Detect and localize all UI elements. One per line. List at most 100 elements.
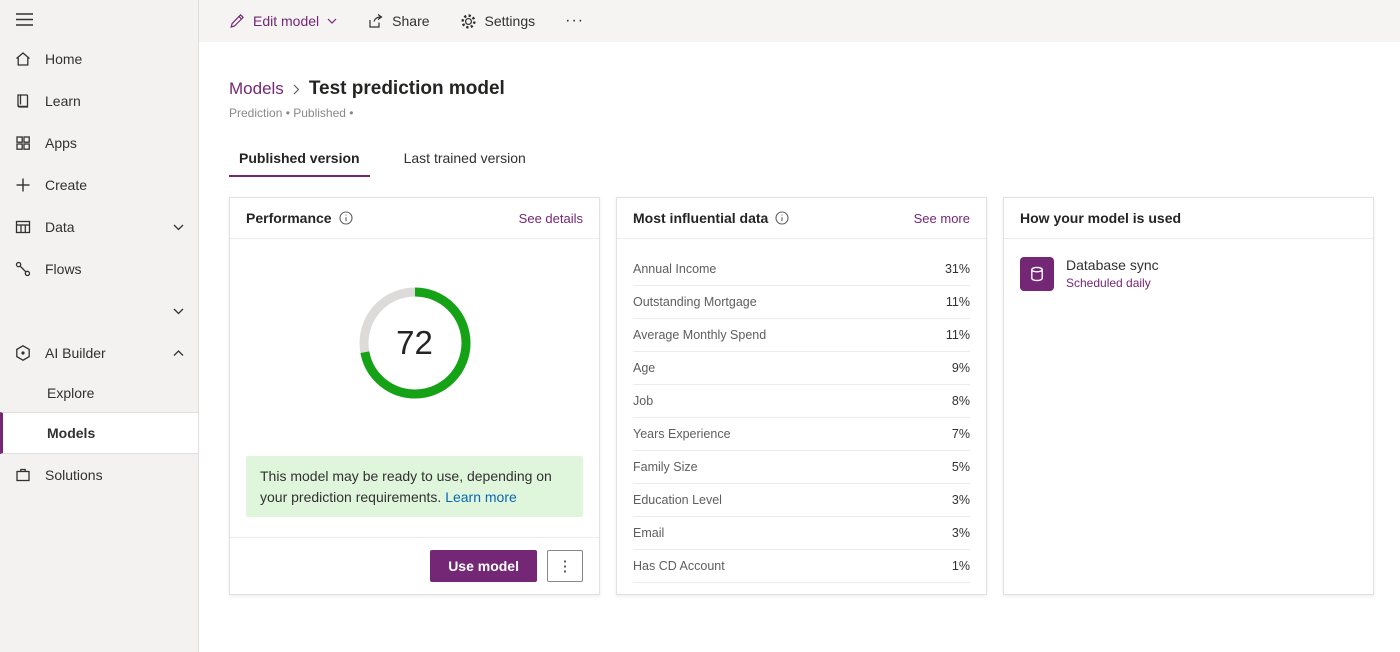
row-value: 3% xyxy=(951,493,970,507)
tab-published-version[interactable]: Published version xyxy=(229,142,370,177)
gear-icon xyxy=(460,13,477,30)
row-name: Annual Income xyxy=(633,262,717,276)
row-name: Average Monthly Spend xyxy=(633,328,767,342)
list-item[interactable]: Database sync Scheduled daily xyxy=(1020,257,1357,291)
sidebar-item-flows[interactable]: Flows xyxy=(0,248,198,290)
row-name: Years Experience xyxy=(633,427,731,441)
settings-button[interactable]: Settings xyxy=(460,13,536,30)
row-name: Education Level xyxy=(633,493,722,507)
sidebar-item-label: Solutions xyxy=(45,467,103,483)
solutions-icon xyxy=(14,466,32,484)
chevron-down-icon xyxy=(173,308,184,315)
performance-card-header: Performance See details xyxy=(230,198,599,239)
banner-text: This model may be ready to use, dependin… xyxy=(260,468,552,505)
more-options-button[interactable]: ⋮ xyxy=(547,550,583,582)
use-model-button[interactable]: Use model xyxy=(430,550,537,582)
see-details-link[interactable]: See details xyxy=(518,210,583,226)
more-commands-button[interactable]: ··· xyxy=(565,12,585,29)
sidebar-item-solutions[interactable]: Solutions xyxy=(0,454,198,496)
row-value: 3% xyxy=(951,526,970,540)
performance-score: 72 xyxy=(396,324,433,361)
performance-card-footer: Use model ⋮ xyxy=(230,537,599,594)
donut-arc xyxy=(359,287,470,399)
table-row: Family Size 5% xyxy=(633,451,970,484)
usage-card-header: How your model is used xyxy=(1004,198,1373,239)
sidebar-item-label: Models xyxy=(47,425,96,441)
row-value: 8% xyxy=(951,394,970,408)
model-subtitle: Prediction • Published • xyxy=(229,106,354,120)
edit-model-button[interactable]: Edit model xyxy=(229,13,337,29)
row-name: Family Size xyxy=(633,460,698,474)
row-name: Age xyxy=(633,361,656,375)
page-title: Test prediction model xyxy=(308,78,505,99)
sidebar-item-models[interactable]: Models xyxy=(0,412,198,454)
chevron-down-icon xyxy=(173,224,184,231)
performance-title: Performance xyxy=(246,210,332,226)
sidebar-item-label: Flows xyxy=(45,261,82,277)
share-button[interactable]: Share xyxy=(367,13,430,29)
table-row: Annual Income 31% xyxy=(633,253,970,286)
row-value: 11% xyxy=(945,295,970,309)
home-icon xyxy=(14,50,32,68)
sidebar-item-label: Learn xyxy=(45,93,81,109)
row-value: 7% xyxy=(951,427,970,441)
table-row: Age 9% xyxy=(633,352,970,385)
ai-builder-icon xyxy=(14,344,32,362)
version-tabs: Published version Last trained version xyxy=(229,142,1374,177)
tab-last-trained-version[interactable]: Last trained version xyxy=(403,150,526,166)
sidebar-item-ai-builder[interactable]: AI Builder xyxy=(0,332,198,374)
usage-item-title: Database sync xyxy=(1066,257,1159,273)
sidebar-item-label: Create xyxy=(45,177,88,193)
table-row: Years Experience 7% xyxy=(633,418,970,451)
table-row: Outstanding Mortgage 11% xyxy=(633,286,970,319)
row-name: Email xyxy=(633,526,665,540)
performance-card: Performance See details 72 xyxy=(229,197,600,595)
row-name: Job xyxy=(633,394,654,408)
table-row: Job 8% xyxy=(633,385,970,418)
influential-title: Most influential data xyxy=(633,210,769,226)
sidebar-item-home[interactable]: Home xyxy=(0,38,198,80)
row-name: Outstanding Mortgage xyxy=(633,295,757,309)
settings-label: Settings xyxy=(484,13,536,29)
table-row: Education Level 3% xyxy=(633,484,970,517)
model-usage-card: How your model is used Database sync Sch… xyxy=(1003,197,1374,595)
row-value: 5% xyxy=(951,460,970,474)
hamburger-menu-button[interactable] xyxy=(0,0,198,38)
flow-icon xyxy=(14,260,32,278)
learn-more-link[interactable]: Learn more xyxy=(445,488,517,505)
book-icon xyxy=(14,92,32,110)
sidebar-item-label: AI Builder xyxy=(45,345,106,361)
sidebar-item-label: Explore xyxy=(47,385,95,401)
sidebar: Home Learn Apps Create Data Flows xyxy=(0,0,199,652)
sidebar-item-explore[interactable]: Explore xyxy=(0,374,198,412)
see-more-link[interactable]: See more xyxy=(913,210,970,226)
row-value: 9% xyxy=(951,361,970,375)
database-icon xyxy=(1020,257,1054,291)
breadcrumb: Models Test prediction model xyxy=(229,78,1374,100)
influential-rows: Annual Income 31% Outstanding Mortgage 11%… xyxy=(617,239,986,583)
sidebar-item-data[interactable]: Data xyxy=(0,206,198,248)
usage-title: How your model is used xyxy=(1020,210,1182,226)
sidebar-item-create[interactable]: Create xyxy=(0,164,198,206)
hamburger-icon xyxy=(16,12,33,26)
chevron-down-icon xyxy=(327,18,337,24)
row-name: Has CD Account xyxy=(633,559,725,573)
sidebar-item-learn[interactable]: Learn xyxy=(0,80,198,122)
info-icon[interactable] xyxy=(775,211,789,225)
sidebar-item-more-section[interactable] xyxy=(0,290,198,332)
sidebar-item-label: Apps xyxy=(45,135,77,151)
breadcrumb-models-link[interactable]: Models xyxy=(229,79,284,98)
sidebar-item-apps[interactable]: Apps xyxy=(0,122,198,164)
influential-data-card: Most influential data See more Annual In… xyxy=(616,197,987,595)
table-row: Has CD Account 1% xyxy=(633,550,970,583)
row-value: 1% xyxy=(951,559,970,573)
breadcrumb-chevron-icon xyxy=(293,84,300,95)
row-value: 31% xyxy=(944,262,970,276)
share-icon xyxy=(367,13,384,29)
cards-row: Performance See details 72 xyxy=(229,197,1374,595)
pencil-icon xyxy=(229,13,245,29)
info-icon[interactable] xyxy=(339,211,353,225)
usage-item-subtitle: Scheduled daily xyxy=(1066,276,1151,290)
table-row: Email 3% xyxy=(633,517,970,550)
content-area: Models Test prediction model Prediction … xyxy=(199,42,1400,652)
